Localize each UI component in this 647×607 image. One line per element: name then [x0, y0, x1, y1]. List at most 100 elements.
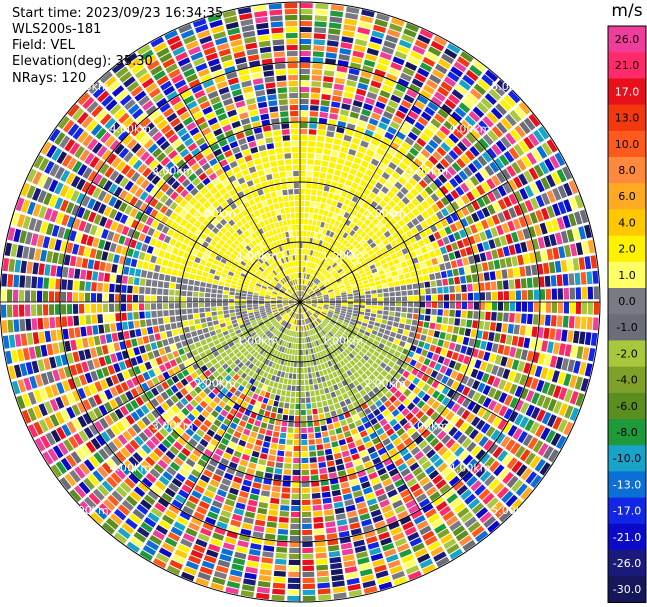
gate-cell [546, 248, 554, 261]
gate-cell [153, 463, 165, 474]
gate-cell [301, 487, 310, 494]
gate-cell [522, 434, 533, 447]
gate-cell [69, 255, 77, 267]
gate-cell [318, 178, 325, 185]
gate-cell [433, 265, 440, 272]
gate-cell [60, 199, 69, 212]
gate-cell [390, 141, 400, 151]
gate-cell [213, 275, 220, 281]
gate-cell [301, 307, 304, 313]
gate-cell [492, 201, 502, 213]
gate-cell [310, 99, 320, 105]
gate-cell [76, 178, 86, 191]
gate-cell [116, 223, 124, 234]
gate-cell [436, 279, 443, 287]
gate-cell [505, 439, 516, 452]
gate-cell [388, 447, 398, 457]
gate-cell [136, 337, 144, 346]
gate-cell [130, 536, 144, 548]
gate-cell [90, 370, 99, 382]
gate-cell [385, 325, 392, 331]
gate-cell [356, 228, 363, 235]
gate-cell [464, 266, 471, 275]
gate-cell [65, 172, 76, 185]
gate-cell [123, 330, 130, 340]
gate-cell [389, 369, 397, 377]
gate-cell [417, 380, 425, 389]
gate-cell [520, 402, 530, 414]
gate-cell [335, 249, 341, 255]
gate-cell [141, 224, 150, 234]
gate-cell [337, 319, 343, 323]
gate-cell [357, 281, 363, 286]
gate-cell [419, 261, 427, 269]
gate-cell [98, 391, 108, 403]
gate-cell [289, 303, 295, 306]
gate-cell [127, 276, 134, 285]
gate-cell [305, 249, 308, 255]
gate-cell [241, 305, 247, 309]
gate-cell [388, 282, 394, 288]
gate-cell [359, 302, 366, 305]
gate-cell [304, 305, 310, 309]
gate-cell [311, 341, 315, 348]
gate-cell [511, 359, 520, 371]
gate-cell [43, 317, 50, 329]
gate-cell [237, 318, 243, 323]
gate-cell [263, 371, 269, 378]
gate-cell [452, 430, 463, 441]
gate-cell [502, 471, 514, 485]
gate-cell [142, 371, 151, 381]
gate-cell [344, 319, 350, 324]
gate-cell [121, 312, 127, 321]
gate-cell [553, 400, 563, 414]
gate-cell [313, 522, 324, 529]
gate-cell [412, 173, 422, 183]
gate-cell [330, 352, 336, 359]
gate-cell [114, 211, 123, 222]
gate-cell [300, 212, 304, 219]
gate-cell [310, 276, 315, 282]
gate-cell [464, 425, 474, 436]
gate-cell [316, 196, 322, 202]
gate-cell [295, 343, 298, 349]
gate-cell [257, 580, 271, 588]
gate-cell [44, 385, 54, 399]
gate-cell [402, 267, 409, 274]
gate-cell [279, 511, 289, 517]
gate-cell [590, 332, 598, 346]
gate-cell [314, 287, 319, 292]
gate-cell [403, 559, 417, 569]
gate-cell [332, 144, 341, 151]
gate-cell [288, 415, 294, 421]
gate-cell [279, 339, 283, 345]
gate-cell [426, 449, 436, 459]
gate-cell [188, 438, 198, 447]
gate-cell [224, 536, 237, 545]
gate-cell [118, 361, 127, 371]
gate-cell [200, 339, 207, 346]
gate-cell [416, 204, 425, 213]
gate-cell [196, 506, 208, 515]
gate-cell [211, 264, 218, 270]
gate-cell [156, 257, 163, 265]
gate-cell [301, 272, 303, 279]
gate-cell [97, 466, 109, 478]
gate-cell [456, 158, 466, 169]
gate-cell [203, 419, 212, 428]
gate-cell [477, 350, 485, 360]
gate-cell [449, 223, 458, 233]
gate-cell [285, 322, 290, 328]
gate-cell [263, 344, 269, 350]
gate-cell [246, 302, 253, 305]
gate-cell [439, 331, 446, 340]
gate-cell [322, 88, 332, 95]
gate-cell [305, 312, 308, 318]
gate-cell [306, 267, 309, 273]
gate-cell [254, 336, 260, 342]
gate-cell [156, 295, 163, 302]
gate-cell [87, 259, 95, 270]
gate-cell [78, 292, 85, 302]
gate-cell [493, 402, 503, 414]
gate-cell [446, 454, 457, 465]
